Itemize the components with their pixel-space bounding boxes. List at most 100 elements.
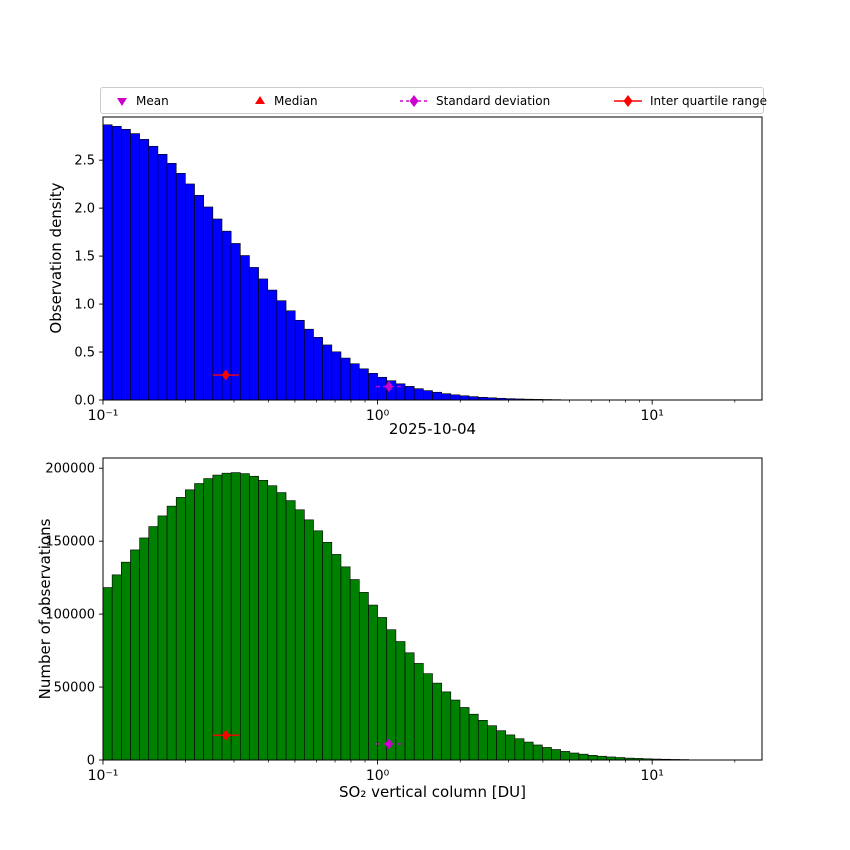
- x-tick-label: 10⁰: [366, 768, 390, 784]
- legend-item-inter-quartile-range: Inter quartile range: [613, 88, 767, 113]
- histogram-bar: [166, 505, 177, 761]
- histogram-bar: [258, 480, 269, 761]
- histogram-bar: [111, 126, 122, 401]
- histogram-bar: [459, 707, 470, 761]
- legend-label-median: Median: [274, 93, 318, 108]
- observation-density-axes: 0.0 0.5 1.0 1.5 2.0 2.5 10⁻¹ 10⁰ 10¹: [74, 116, 763, 424]
- histogram-bar: [230, 472, 241, 761]
- x-tick-label: 10¹: [640, 768, 663, 784]
- histogram-bar: [331, 351, 342, 401]
- histogram-bar: [175, 497, 186, 761]
- histogram-bar: [468, 396, 479, 401]
- number-of-observations-axes: 0 50000 100000 150000 200000 10⁻¹ 10⁰ 10¹: [45, 457, 763, 784]
- histogram-bar: [368, 604, 378, 761]
- histogram-bar: [285, 310, 296, 401]
- histogram-bar: [230, 243, 241, 401]
- histogram-bar: [404, 386, 415, 401]
- legend-item-standard-deviation: Standard deviation: [399, 88, 550, 113]
- y-tick-label: 2.5: [74, 154, 95, 169]
- histogram-bar: [322, 542, 333, 761]
- observation-density-bars: [102, 124, 561, 401]
- bottom-y-axis-label: Number of observations: [36, 518, 54, 700]
- y-tick-label: 1.5: [74, 250, 95, 265]
- histogram-bar: [441, 393, 452, 401]
- histogram-bar: [331, 554, 342, 761]
- histogram-bar: [514, 738, 525, 761]
- histogram-bar: [477, 720, 488, 761]
- y-tick-label: 200000: [45, 462, 95, 477]
- histogram-bar: [322, 344, 333, 401]
- histogram-bar: [349, 363, 360, 401]
- histogram-bar: [358, 592, 369, 761]
- histogram-bar: [294, 509, 305, 761]
- histogram-bar: [249, 475, 259, 761]
- histogram-bar: [203, 478, 214, 761]
- inter-quartile-range-marker: [212, 369, 239, 381]
- histogram-bar: [111, 574, 122, 761]
- standard-deviation-marker: [375, 738, 402, 750]
- histogram-bar: [505, 734, 516, 761]
- legend-label-mean: Mean: [136, 93, 169, 108]
- histogram-bar: [441, 691, 452, 761]
- histogram-bar: [102, 124, 113, 401]
- legend-label-inter-quartile-range: Inter quartile range: [650, 93, 767, 108]
- standard-deviation-marker-icon: [400, 94, 428, 107]
- y-tick-label: 50000: [54, 681, 95, 696]
- histogram-bar: [413, 663, 424, 761]
- histogram-bar: [130, 549, 140, 761]
- histogram-bar: [139, 537, 150, 761]
- histogram-bar: [102, 587, 113, 761]
- date-label: 2025-10-04: [388, 420, 477, 438]
- histogram-bar: [121, 561, 131, 761]
- histogram-bar: [203, 206, 214, 401]
- inter-quartile-range-marker-icon: [614, 94, 642, 107]
- histogram-bar: [404, 652, 415, 761]
- histogram-bar: [267, 289, 278, 401]
- histogram-bar: [377, 376, 388, 401]
- histogram-bar: [249, 267, 259, 401]
- legend-label-standard-deviation: Standard deviation: [436, 93, 551, 108]
- histogram-bar: [304, 519, 314, 761]
- histogram-bar: [294, 319, 305, 401]
- legend-item-median: Median: [253, 88, 318, 113]
- top-y-axis-label: Observation density: [47, 182, 65, 334]
- histogram-bar: [450, 394, 461, 401]
- histogram-bar: [551, 749, 561, 761]
- histogram-bar: [194, 483, 204, 761]
- y-tick-label: 0.0: [74, 394, 95, 409]
- histogram-bar: [423, 390, 433, 401]
- x-tick-label: 10¹: [640, 408, 663, 424]
- y-tick-label: 1.0: [74, 298, 95, 313]
- histogram-bar: [239, 473, 250, 761]
- y-tick-label: 0.5: [74, 346, 95, 361]
- histogram-bar: [121, 128, 131, 401]
- histogram-bar: [239, 255, 250, 401]
- histogram-bar: [258, 278, 269, 401]
- histogram-bar: [432, 682, 442, 761]
- histogram-bar: [459, 395, 470, 401]
- median-marker-icon: [255, 95, 265, 104]
- histogram-bar: [267, 485, 278, 761]
- x-tick-label: 10⁰: [366, 408, 390, 424]
- histogram-bar: [148, 526, 159, 761]
- histogram-bar: [560, 751, 571, 761]
- histogram-bar: [185, 183, 195, 401]
- inter-quartile-range-marker: [212, 729, 239, 741]
- histogram-bar: [221, 472, 232, 761]
- histogram-bar: [304, 328, 314, 401]
- number-of-observations-bars: [102, 472, 690, 761]
- bottom-x-axis-label: SO₂ vertical column [DU]: [338, 783, 527, 801]
- histogram-bar: [130, 133, 140, 401]
- y-tick-label: 150000: [45, 535, 95, 550]
- histogram-bar: [450, 699, 461, 761]
- histogram-bar: [487, 725, 497, 761]
- histogram-bar: [194, 194, 204, 401]
- histogram-bar: [377, 617, 388, 761]
- histogram-bar: [423, 673, 433, 761]
- histogram-bar: [185, 489, 195, 761]
- histogram-bar: [313, 337, 323, 401]
- y-tick-label: 2.0: [74, 202, 95, 217]
- legend-item-mean: Mean: [115, 88, 169, 113]
- histogram-bar: [496, 730, 507, 761]
